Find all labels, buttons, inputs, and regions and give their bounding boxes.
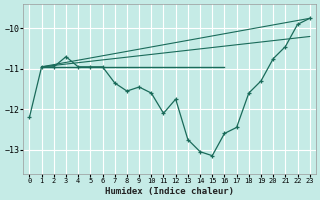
X-axis label: Humidex (Indice chaleur): Humidex (Indice chaleur) <box>105 187 234 196</box>
